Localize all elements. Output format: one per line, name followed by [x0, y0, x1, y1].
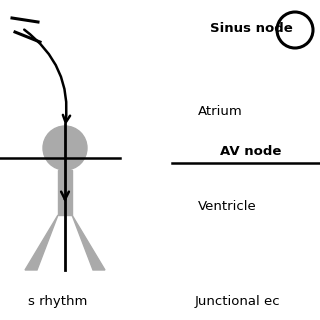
Polygon shape [25, 215, 58, 270]
Text: Ventricle: Ventricle [198, 200, 257, 213]
FancyArrowPatch shape [24, 30, 70, 123]
Polygon shape [72, 215, 105, 270]
Text: Junctional ec: Junctional ec [195, 295, 281, 308]
Text: Atrium: Atrium [198, 105, 243, 118]
Text: s rhythm: s rhythm [28, 295, 87, 308]
Text: AV node: AV node [220, 145, 281, 158]
Text: Sinus node: Sinus node [210, 22, 293, 35]
Circle shape [43, 126, 87, 170]
Bar [58, 170, 72, 215]
